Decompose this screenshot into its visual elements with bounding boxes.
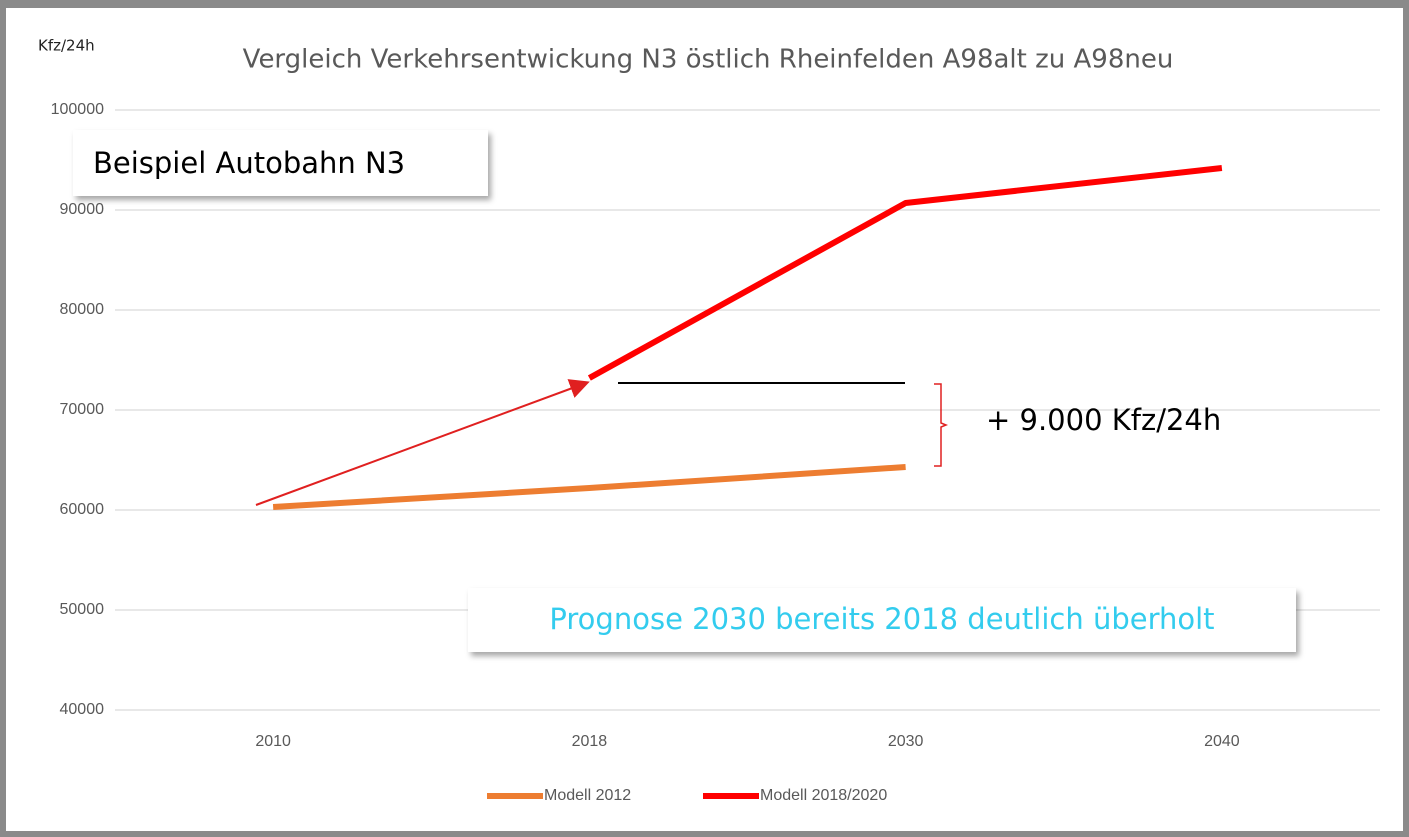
x-tick-label: 2010 <box>255 733 291 750</box>
y-tick-label: 90000 <box>60 201 105 218</box>
chart-title: Vergleich Verkehrsentwickung N3 östlich … <box>243 45 1174 75</box>
annotation-box <box>468 588 1296 652</box>
y-tick-label: 60000 <box>60 501 105 518</box>
series-line <box>587 165 1223 381</box>
bracket <box>934 383 949 467</box>
legend-label: Modell 2012 <box>544 787 631 804</box>
annotation-box <box>73 130 488 196</box>
legend-label: Modell 2018/2020 <box>760 787 887 804</box>
y-axis-label: Kfz/24h <box>38 37 95 55</box>
y-tick-label: 40000 <box>60 701 105 718</box>
annotation: Prognose 2030 bereits 2018 deutlich über… <box>549 602 1214 636</box>
x-tick-label: 2030 <box>888 733 924 750</box>
x-tick-label: 2040 <box>1204 733 1240 750</box>
y-tick-label: 70000 <box>60 401 105 418</box>
x-tick-label: 2018 <box>572 733 608 750</box>
y-tick-label: 100000 <box>51 101 104 118</box>
y-tick-label: 50000 <box>60 601 105 618</box>
y-tick-label: 80000 <box>60 301 105 318</box>
annotation: Beispiel Autobahn N3 <box>93 146 405 180</box>
series-line <box>272 464 906 510</box>
annotation: + 9.000 Kfz/24h <box>986 403 1221 437</box>
arrow <box>255 379 590 506</box>
